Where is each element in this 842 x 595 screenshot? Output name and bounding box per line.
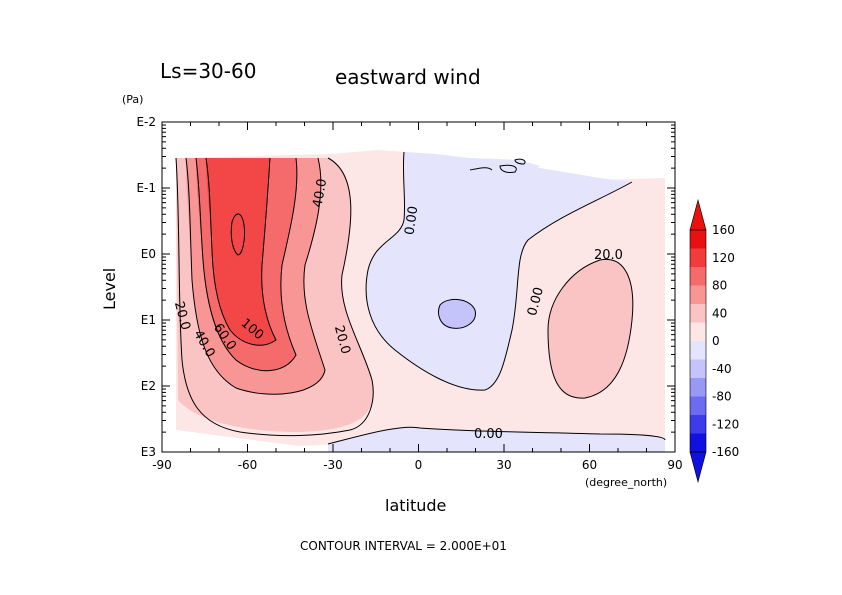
colorbar-segment: [690, 415, 706, 434]
colorbar-label: 120: [712, 251, 735, 265]
contour-label: 0.00: [525, 286, 547, 318]
y-tick-label: E2: [141, 379, 156, 393]
easterly-region: [366, 152, 632, 391]
contour-line-40w: [185, 157, 326, 395]
colorbar-segment: [690, 433, 706, 453]
colorbar-top-arrow: [689, 198, 707, 231]
y-tick-label: E-1: [136, 181, 156, 195]
colorbar-segment: [690, 396, 706, 416]
axis-ticks: [161, 122, 676, 453]
contour-line-100w: [230, 213, 245, 256]
colorbar-label: -160: [712, 445, 739, 459]
y-tick-label: E-2: [136, 115, 156, 129]
contour-label: 40.0: [310, 178, 330, 209]
colorbar-segment: [690, 322, 706, 342]
y-axis-label: Level: [100, 268, 119, 310]
colorbar-segment: [690, 341, 706, 360]
contour-line-20e: [547, 258, 634, 399]
x-tick-label: -60: [238, 458, 258, 472]
contour-line-neg20: [438, 298, 476, 329]
footer-note: CONTOUR INTERVAL = 2.000E+01: [300, 539, 507, 553]
colorbar-frame: [689, 229, 707, 453]
y-tick-label: E3: [141, 445, 156, 459]
colorbar-label: 0: [712, 334, 720, 348]
colorbar-label: -120: [712, 417, 739, 431]
colorbar-segment: [690, 248, 706, 268]
contour-line-0b: [327, 426, 666, 445]
northern-westerly: [548, 259, 633, 399]
contour-line-0c: [469, 158, 526, 173]
colorbar-segment: [690, 359, 706, 379]
y-tick-label: E0: [141, 247, 156, 261]
colorbar-segment: [690, 304, 706, 323]
x-axis-label: latitude: [385, 496, 446, 515]
x-tick-label: 60: [582, 458, 597, 472]
surface-easterly: [328, 427, 665, 452]
contour-label: 20.0: [331, 324, 353, 356]
x-tick-label: 0: [415, 458, 423, 472]
easterly-core: [438, 299, 476, 329]
colorbar-segment: [690, 378, 706, 397]
x-tick-labels: -90 -60 -30 0 30 60 90: [152, 458, 682, 472]
contour-line-60w: [195, 157, 298, 372]
contour-label: 20.0: [171, 300, 193, 332]
x-unit-label: (degree_north): [585, 476, 667, 489]
y-tick-label: E1: [141, 313, 156, 327]
colorbar-segment: [690, 267, 706, 286]
x-tick-label: 90: [667, 458, 682, 472]
contour-line-80w: [205, 157, 277, 346]
contour-label: 20.0: [594, 248, 623, 263]
colorbar-label: 160: [712, 223, 735, 237]
contour-line-20w: [175, 157, 374, 437]
colorbar-label: -80: [712, 390, 732, 404]
x-tick-label: 30: [496, 458, 511, 472]
colorbar-bottom-arrow: [689, 451, 707, 484]
y-tick-labels: E3 E2 E1 E0 E-1 E-2: [136, 115, 156, 459]
contour-label: 0.00: [474, 427, 503, 442]
colorbar-label: 40: [712, 306, 727, 320]
chart-subtitle: Ls=30-60: [160, 59, 256, 83]
x-tick-label: -30: [323, 458, 343, 472]
contour-line-0a: [365, 151, 633, 391]
colorbar-segment: [690, 285, 706, 305]
colorbar-label: 80: [712, 279, 727, 293]
y-unit-label: (Pa): [122, 93, 143, 106]
chart-title: eastward wind: [335, 65, 481, 89]
contour-label: 0.00: [402, 205, 421, 236]
colorbar-segment: [690, 230, 706, 249]
colorbar: 160 120 80 40 0 -40 -80 -120 -160: [689, 198, 739, 484]
colorbar-label: -40: [712, 362, 732, 376]
x-tick-label: -90: [152, 458, 172, 472]
